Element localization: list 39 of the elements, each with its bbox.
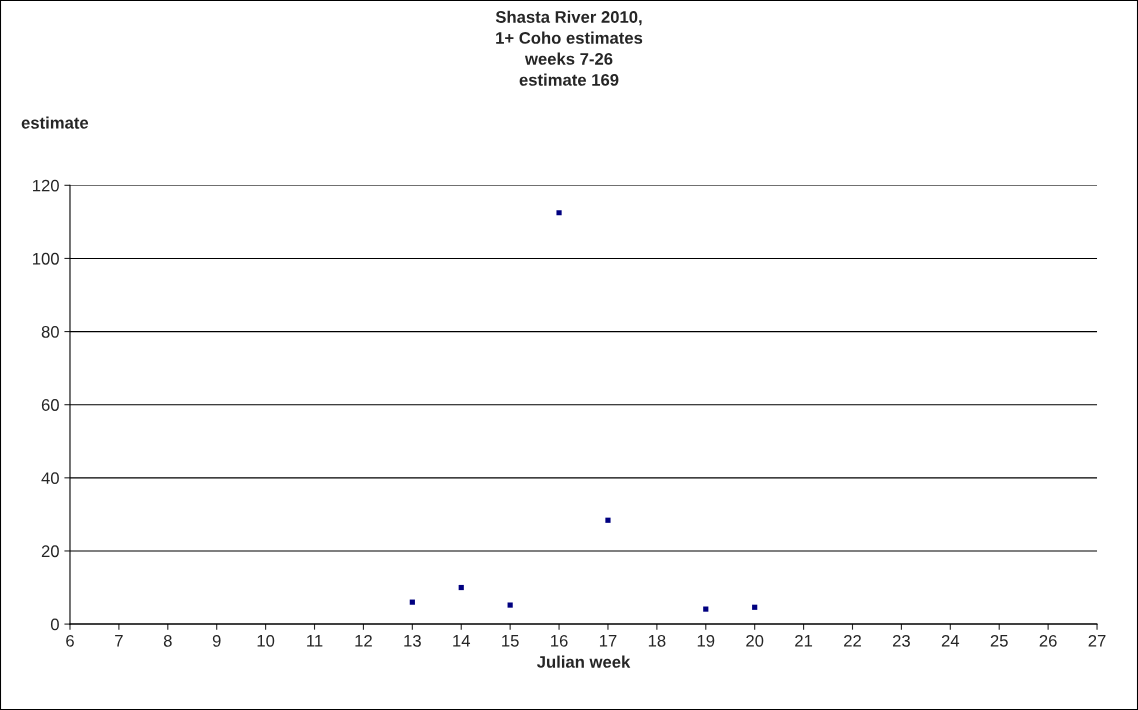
point — [703, 606, 709, 612]
y-tick-label: 120 — [33, 179, 59, 192]
x-tick-label: 25 — [990, 634, 1008, 647]
x-tick-label: 26 — [1039, 634, 1057, 647]
point — [507, 602, 513, 608]
chart-title: Shasta River 2010, 1+ Coho estimates weeks 7-26 estimate 169 — [495, 10, 643, 86]
y-axis-title: estimate — [21, 116, 89, 129]
x-tick-label: 27 — [1088, 634, 1106, 647]
y-tick-label: 0 — [50, 618, 59, 631]
x-tick-label: 20 — [746, 634, 764, 647]
x-tick-label: 15 — [502, 635, 519, 647]
point — [752, 604, 758, 610]
x-tick-label: 7 — [115, 635, 123, 647]
point — [605, 517, 611, 523]
x-tick-label: 21 — [795, 634, 813, 647]
point — [409, 599, 415, 605]
x-tick-label: 17 — [599, 635, 617, 647]
x-tick-label: 16 — [551, 634, 568, 647]
x-tick-label: 19 — [697, 634, 715, 647]
y-tick-label: 40 — [41, 472, 59, 485]
x-axis-title: Julian week — [536, 655, 631, 668]
x-tick-label: 13 — [404, 634, 421, 647]
x-tick-label: 8 — [163, 634, 172, 647]
point — [556, 210, 562, 216]
x-tick-label: 23 — [892, 634, 910, 647]
x-tick-label: 12 — [355, 634, 372, 647]
x-tick-label: 6 — [66, 634, 74, 647]
x-tick-label: 11 — [307, 635, 323, 647]
y-tick-label: 100 — [33, 252, 59, 265]
x-tick-label: 10 — [257, 634, 275, 647]
y-tick-label: 80 — [41, 325, 59, 338]
x-tick-label: 9 — [212, 634, 221, 647]
x-tick-label: 14 — [453, 635, 471, 647]
y-tick-label: 20 — [41, 545, 59, 558]
y-tick-label: 60 — [41, 399, 59, 411]
x-tick-label: 22 — [844, 634, 861, 647]
x-tick-label: 24 — [941, 634, 960, 647]
point — [458, 584, 464, 591]
x-tick-label: 18 — [648, 634, 666, 647]
